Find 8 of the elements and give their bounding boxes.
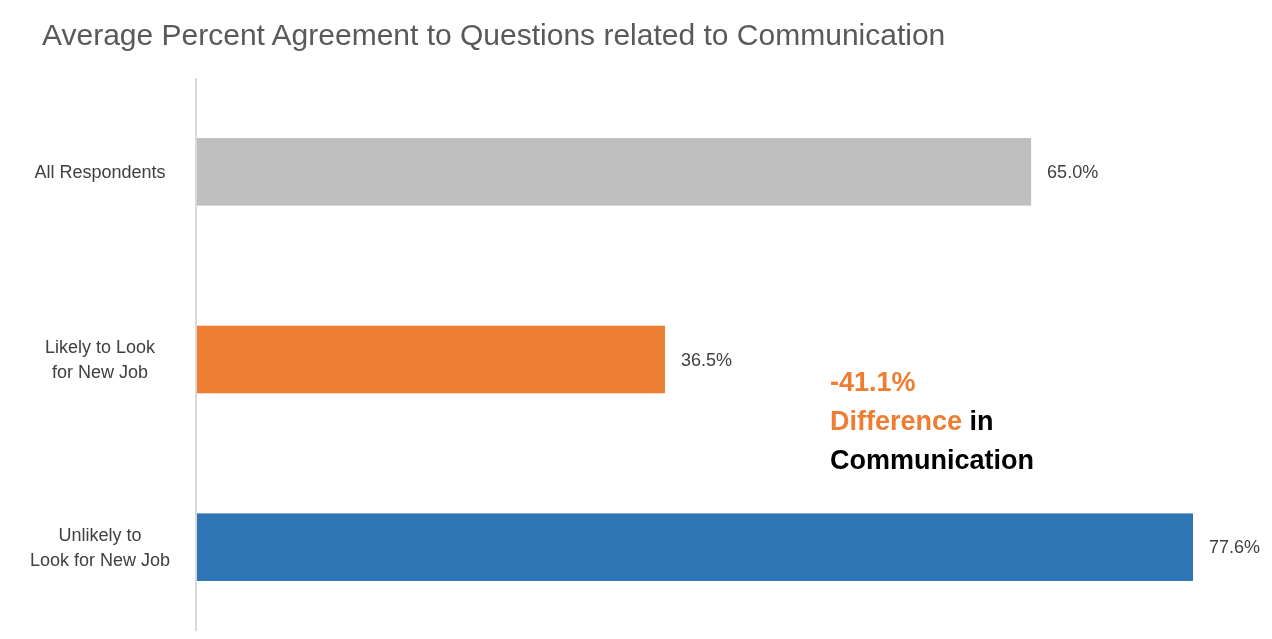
y-tick-label: Unlikely to Look for New Job [29,524,171,570]
y-tick-label: All Respondents [34,162,166,183]
y-tick-label: Likely to Look for New Job [44,337,157,383]
data-label: 77.6% [1209,537,1261,558]
data-label: 36.5% [680,349,732,370]
data-label: 65.0% [1047,162,1099,183]
annotation: -41.1% Difference in Communication [830,367,1035,475]
chart-title: Average Percent Agreement to Questions related to Communication [42,18,946,51]
